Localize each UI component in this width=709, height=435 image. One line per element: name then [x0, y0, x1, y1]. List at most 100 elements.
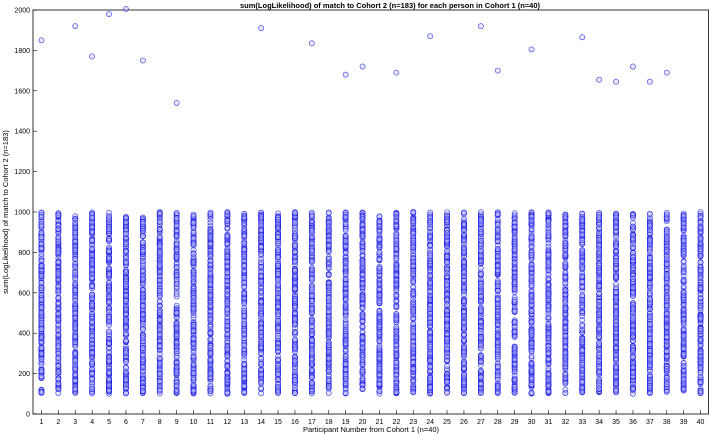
- x-tick-label: 26: [460, 419, 468, 426]
- data-point: [258, 215, 265, 222]
- data-point: [359, 253, 366, 260]
- data-point: [89, 337, 96, 344]
- data-point: [72, 234, 79, 241]
- data-point: [393, 334, 400, 341]
- data-point: [275, 363, 281, 369]
- data-point: [38, 296, 45, 303]
- data-point: [275, 290, 281, 296]
- data-point: [173, 281, 180, 288]
- data-point: [89, 266, 96, 273]
- data-point: [258, 361, 265, 367]
- data-point: [410, 244, 417, 251]
- data-point: [173, 325, 180, 331]
- data-point: [106, 329, 112, 335]
- data-point: [106, 236, 112, 243]
- data-point: [72, 315, 79, 322]
- data-point: [292, 321, 298, 328]
- data-point: [342, 308, 349, 315]
- data-point: [359, 323, 366, 330]
- data-point: [173, 254, 180, 260]
- data-point: [376, 308, 383, 315]
- data-point: [55, 299, 62, 306]
- data-point: [359, 239, 366, 246]
- data-point: [55, 317, 62, 324]
- data-point: [173, 241, 180, 248]
- x-tick-label: 12: [223, 419, 231, 426]
- data-point: [444, 308, 450, 314]
- data-point: [410, 279, 417, 286]
- data-point: [156, 387, 163, 394]
- data-point: [258, 227, 265, 234]
- data-point: [275, 371, 281, 378]
- x-tick-label: 4: [90, 419, 94, 426]
- data-point: [444, 379, 450, 385]
- data-point: [342, 389, 349, 396]
- data-point: [359, 334, 366, 340]
- data-point: [359, 233, 366, 239]
- data-point: [224, 240, 231, 247]
- data-point: [55, 287, 62, 294]
- data-point: [308, 306, 315, 313]
- data-point: [275, 333, 281, 339]
- data-point: [156, 327, 163, 333]
- x-tick-label: 19: [342, 419, 350, 426]
- y-tick-label: 1200: [14, 169, 30, 176]
- data-point: [444, 281, 450, 288]
- data-point: [241, 312, 248, 319]
- x-tick-label: 7: [141, 419, 145, 426]
- data-point: [359, 351, 366, 358]
- data-point: [258, 313, 265, 320]
- data-point: [241, 300, 248, 307]
- data-point: [173, 382, 180, 389]
- x-tick-label: 9: [175, 419, 179, 426]
- data-point: [173, 272, 180, 279]
- data-point: [72, 351, 79, 357]
- x-tick-label: 17: [308, 419, 316, 426]
- data-point: [38, 326, 45, 333]
- data-point: [376, 387, 383, 394]
- data-point: [173, 310, 180, 317]
- data-point: [275, 271, 281, 277]
- data-point: [376, 213, 383, 220]
- x-tick-label: 15: [274, 419, 282, 426]
- y-tick-label: 2000: [14, 8, 30, 15]
- data-point: [359, 296, 366, 303]
- data-point: [241, 214, 248, 220]
- data-point: [241, 375, 248, 381]
- y-tick-label: 1400: [14, 129, 30, 136]
- data-point: [427, 280, 434, 287]
- data-point: [55, 311, 62, 317]
- data-point: [38, 373, 45, 380]
- x-tick-label: 39: [680, 419, 688, 426]
- data-point: [38, 298, 45, 304]
- y-tick-label: 600: [18, 290, 30, 297]
- data-point: [342, 227, 349, 234]
- data-point: [139, 287, 146, 294]
- data-point: [207, 316, 214, 323]
- data-point: [275, 254, 281, 261]
- data-point: [461, 325, 467, 331]
- x-tick-label: 2: [56, 419, 60, 426]
- data-point: [38, 328, 45, 335]
- data-point: [173, 233, 180, 240]
- data-point: [241, 263, 248, 270]
- data-point: [190, 213, 197, 219]
- data-point: [241, 219, 248, 226]
- data-point: [275, 216, 281, 223]
- data-point: [410, 209, 417, 216]
- data-point: [190, 315, 197, 321]
- data-point: [376, 298, 383, 304]
- x-tick-label: 36: [629, 419, 637, 426]
- y-tick-label: 800: [18, 250, 30, 257]
- data-point: [156, 360, 163, 367]
- data-point: [410, 389, 417, 396]
- data-point: [224, 346, 231, 352]
- data-point: [275, 303, 281, 310]
- data-point: [123, 306, 129, 313]
- data-point: [156, 317, 163, 323]
- data-point: [308, 213, 315, 220]
- data-point: [393, 315, 400, 322]
- data-point: [190, 321, 197, 328]
- data-point: [224, 374, 231, 381]
- data-point: [224, 263, 231, 270]
